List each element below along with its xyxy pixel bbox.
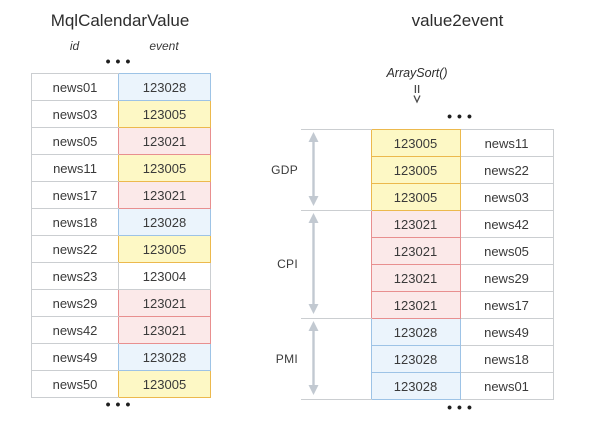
table-row: news17 123021 <box>31 181 211 209</box>
id-cell: news11 <box>31 154 119 182</box>
table-row: 123021 news42 <box>301 210 554 319</box>
id-cell: news17 <box>460 291 554 319</box>
mql-calendar-value-table: news01 123028 news03 123005 news05 123021 news… <box>31 73 211 398</box>
id-cell: news03 <box>31 100 119 128</box>
event-cell: 123028 <box>118 208 211 236</box>
id-cell: news01 <box>31 73 119 101</box>
event-cell: 123005 <box>118 100 211 128</box>
id-cell: news18 <box>460 345 554 373</box>
table-row: 123005 news22 <box>301 156 554 184</box>
table-row: news49 123028 <box>31 343 211 371</box>
group-label-cpi: CPI <box>277 257 298 271</box>
event-cell: 123021 <box>370 264 461 292</box>
id-cell: news03 <box>460 183 554 211</box>
double-down-arrow-icon <box>413 85 421 104</box>
event-cell: 123021 <box>370 210 461 238</box>
group-span-arrow-icon <box>308 320 319 395</box>
table-row: news18 123028 <box>31 208 211 236</box>
ellipsis-left-top: ••• <box>105 53 136 69</box>
table-row: 123028 news01 <box>301 372 554 400</box>
table-row: news42 123021 <box>31 316 211 344</box>
event-cell: 123028 <box>370 318 461 346</box>
table-row: news22 123005 <box>31 235 211 263</box>
event-cell: 123004 <box>118 262 211 290</box>
event-cell: 123005 <box>118 235 211 263</box>
table-row: news23 123004 <box>31 262 211 290</box>
group-span-arrow-icon <box>308 212 319 314</box>
event-cell: 123021 <box>370 291 461 319</box>
group-label-gdp: GDP <box>271 163 298 177</box>
event-cell: 123028 <box>370 372 461 400</box>
group-span-cell <box>301 129 371 211</box>
group-label-pmi: PMI <box>275 352 298 366</box>
ellipsis-left-bottom: ••• <box>105 396 136 412</box>
group-span-cell <box>301 318 371 400</box>
event-cell: 123028 <box>370 345 461 373</box>
event-column-label: event <box>149 39 179 53</box>
table-row: news05 123021 <box>31 127 211 155</box>
event-cell: 123005 <box>370 129 461 157</box>
id-column-label: id <box>69 39 80 53</box>
id-cell: news29 <box>31 289 119 317</box>
event-cell: 123005 <box>118 154 211 182</box>
event-cell: 123028 <box>118 343 211 371</box>
table-row: 123005 news11 <box>301 129 554 211</box>
id-cell: news05 <box>31 127 119 155</box>
table-row: 123021 news05 <box>301 237 554 265</box>
id-cell: news42 <box>460 210 554 238</box>
group-span-cell <box>301 210 371 319</box>
event-cell: 123005 <box>370 156 461 184</box>
id-cell: news42 <box>31 316 119 344</box>
table-row: 123028 news49 <box>301 318 554 400</box>
table-row: 123021 news29 <box>301 264 554 292</box>
arraysort-label: ArraySort() <box>386 66 448 80</box>
event-cell: 123021 <box>118 289 211 317</box>
ellipsis-right-bottom: ••• <box>447 399 477 415</box>
event-cell: 123021 <box>118 181 211 209</box>
table-row: news50 123005 <box>31 370 211 398</box>
id-cell: news50 <box>31 370 119 398</box>
id-cell: news05 <box>460 237 554 265</box>
id-cell: news49 <box>31 343 119 371</box>
table-row: news03 123005 <box>31 100 211 128</box>
table-row: news11 123005 <box>31 154 211 182</box>
group-span-arrow-icon <box>308 131 319 206</box>
table-row: news29 123021 <box>31 289 211 317</box>
id-cell: news17 <box>31 181 119 209</box>
right-table-title: value2event <box>411 11 504 30</box>
ellipsis-right-top: ••• <box>447 108 477 124</box>
event-cell: 123028 <box>118 73 211 101</box>
table-row: news01 123028 <box>31 73 211 101</box>
value2event-table: 123005 news11 123005 news22 123005 news03 1230… <box>301 129 554 400</box>
id-cell: news23 <box>31 262 119 290</box>
id-cell: news18 <box>31 208 119 236</box>
event-cell: 123005 <box>370 183 461 211</box>
event-cell: 123021 <box>118 316 211 344</box>
left-table-title: MqlCalendarValue <box>50 11 190 30</box>
table-row: 123021 news17 <box>301 291 554 319</box>
id-cell: news49 <box>460 318 554 346</box>
id-cell: news11 <box>460 129 554 157</box>
table-row: 123005 news03 <box>301 183 554 211</box>
id-cell: news01 <box>460 372 554 400</box>
id-cell: news29 <box>460 264 554 292</box>
id-cell: news22 <box>31 235 119 263</box>
event-cell: 123005 <box>118 370 211 398</box>
event-cell: 123021 <box>370 237 461 265</box>
event-cell: 123021 <box>118 127 211 155</box>
id-cell: news22 <box>460 156 554 184</box>
